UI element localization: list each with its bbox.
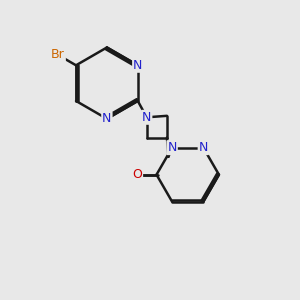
Text: Br: Br (51, 48, 65, 62)
Text: N: N (199, 141, 208, 154)
Text: N: N (167, 141, 177, 154)
Text: N: N (142, 111, 152, 124)
Text: N: N (102, 112, 112, 125)
Text: O: O (132, 168, 142, 181)
Text: N: N (133, 59, 142, 72)
